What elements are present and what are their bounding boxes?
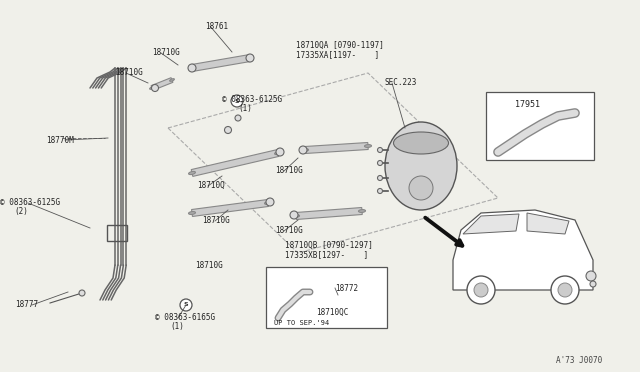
Text: 18710QC: 18710QC <box>316 308 348 317</box>
Polygon shape <box>527 213 569 234</box>
Circle shape <box>474 283 488 297</box>
Ellipse shape <box>189 171 195 174</box>
Text: 18770M: 18770M <box>46 136 74 145</box>
Polygon shape <box>151 78 173 90</box>
Text: (1): (1) <box>238 104 252 113</box>
Text: 17951: 17951 <box>515 100 540 109</box>
Text: 18710G: 18710G <box>275 166 303 175</box>
Text: 18710Q: 18710Q <box>197 181 225 190</box>
Polygon shape <box>453 210 593 290</box>
Text: A'73 J0070: A'73 J0070 <box>556 356 602 365</box>
Text: SEC.223: SEC.223 <box>385 78 417 87</box>
Polygon shape <box>310 289 336 295</box>
Circle shape <box>276 148 284 156</box>
Text: 18710QB [0790-1297]: 18710QB [0790-1297] <box>285 241 373 250</box>
Circle shape <box>225 126 232 134</box>
Text: S: S <box>184 302 188 308</box>
Ellipse shape <box>365 145 371 147</box>
Circle shape <box>235 115 241 121</box>
Ellipse shape <box>292 215 300 217</box>
Text: 18710G: 18710G <box>152 48 180 57</box>
Polygon shape <box>305 142 368 154</box>
Polygon shape <box>463 214 519 234</box>
Text: 18772: 18772 <box>335 284 358 293</box>
Circle shape <box>378 176 383 180</box>
Circle shape <box>586 271 596 281</box>
Text: 17335XA[1197-    ]: 17335XA[1197- ] <box>296 50 380 59</box>
Circle shape <box>590 281 596 287</box>
Circle shape <box>299 146 307 154</box>
Ellipse shape <box>301 148 308 151</box>
Ellipse shape <box>150 87 154 89</box>
Text: 17335XB[1297-    ]: 17335XB[1297- ] <box>285 250 368 259</box>
Circle shape <box>79 290 85 296</box>
Text: 18710G: 18710G <box>195 261 223 270</box>
Circle shape <box>231 95 243 107</box>
Ellipse shape <box>394 132 449 154</box>
Ellipse shape <box>275 151 282 155</box>
Ellipse shape <box>307 291 312 293</box>
Text: (2): (2) <box>14 207 28 216</box>
Text: UP TO SEP.'94: UP TO SEP.'94 <box>274 320 329 326</box>
Circle shape <box>378 189 383 193</box>
Ellipse shape <box>170 79 174 81</box>
Circle shape <box>246 54 254 62</box>
Ellipse shape <box>189 212 195 215</box>
Ellipse shape <box>246 57 253 60</box>
Ellipse shape <box>264 202 271 205</box>
Polygon shape <box>191 150 279 176</box>
Text: 18761: 18761 <box>205 22 228 31</box>
Circle shape <box>409 176 433 200</box>
Circle shape <box>188 64 196 72</box>
Polygon shape <box>191 199 268 217</box>
FancyBboxPatch shape <box>266 266 387 327</box>
Text: 18710G: 18710G <box>202 216 230 225</box>
Circle shape <box>551 276 579 304</box>
Circle shape <box>290 211 298 219</box>
Text: 18710QA [0790-1197]: 18710QA [0790-1197] <box>296 41 384 50</box>
Circle shape <box>558 283 572 297</box>
Ellipse shape <box>333 291 339 293</box>
Text: (1): (1) <box>170 322 184 331</box>
Circle shape <box>467 276 495 304</box>
Circle shape <box>180 299 192 311</box>
Polygon shape <box>296 208 362 219</box>
Text: © 08363-6165G: © 08363-6165G <box>155 313 215 322</box>
Text: 18710G: 18710G <box>275 226 303 235</box>
Ellipse shape <box>358 209 365 212</box>
Text: 18777: 18777 <box>15 300 38 309</box>
Circle shape <box>378 148 383 153</box>
Text: © 08363-6125G: © 08363-6125G <box>222 95 282 104</box>
Circle shape <box>266 198 274 206</box>
Ellipse shape <box>189 67 195 70</box>
Polygon shape <box>191 55 251 71</box>
FancyBboxPatch shape <box>486 92 595 160</box>
Text: S: S <box>235 99 239 103</box>
Text: © 08363-6125G: © 08363-6125G <box>0 198 60 207</box>
Circle shape <box>152 84 159 92</box>
Circle shape <box>378 160 383 166</box>
Text: 18710G: 18710G <box>115 68 143 77</box>
Bar <box>107 225 127 241</box>
Ellipse shape <box>385 122 457 210</box>
